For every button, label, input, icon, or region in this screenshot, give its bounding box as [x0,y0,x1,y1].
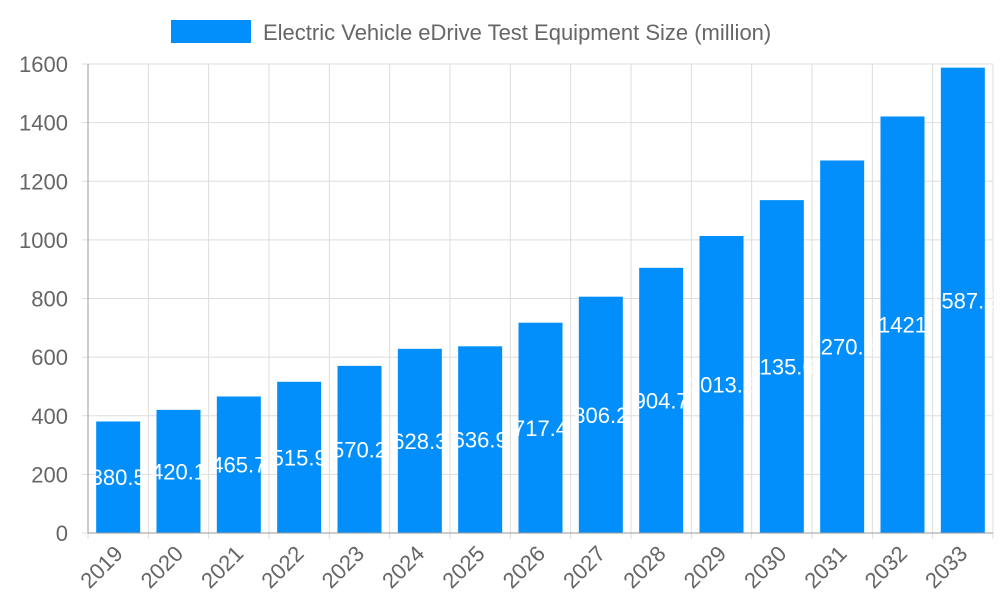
bar[interactable] [397,348,442,533]
data-label: 904.7 [634,388,689,413]
data-label: 570.2 [332,437,387,462]
bar[interactable] [156,409,201,533]
data-label: 380.5 [91,465,146,490]
x-tick-label: 2032 [860,541,912,593]
x-tick-label: 2026 [498,541,550,593]
y-tick-label: 1400 [19,111,68,136]
x-tick-label: 2025 [437,541,489,593]
data-label: 1587.5 [929,288,996,313]
y-tick-label: 800 [31,287,68,312]
bar[interactable] [96,421,141,533]
bar[interactable] [880,116,925,534]
data-label: 806.2 [573,403,628,428]
x-tick-label: 2033 [920,541,972,593]
data-label: 717.4 [513,416,568,441]
data-label: 420.1 [151,459,206,484]
x-tick-label: 2029 [679,541,731,593]
x-tick-label: 2027 [558,541,610,593]
bar[interactable] [940,67,985,533]
bar[interactable] [216,396,261,533]
legend-swatch[interactable] [171,20,251,43]
x-tick-label: 2031 [799,541,851,593]
x-tick-label: 2024 [377,541,429,593]
x-tick-label: 2019 [75,541,127,593]
x-tick-label: 2022 [256,541,308,593]
bar[interactable] [458,346,503,533]
bar[interactable] [337,365,382,533]
x-tick-label: 2028 [618,541,670,593]
y-tick-label: 1000 [19,228,68,253]
data-label: 636.9 [453,428,508,453]
data-label: 1135.6 [749,355,815,380]
data-label: 515.9 [272,445,327,470]
bar[interactable] [277,381,322,533]
y-tick-label: 0 [56,521,68,546]
legend-label[interactable]: Electric Vehicle eDrive Test Equipment S… [263,20,771,45]
data-label: 628.3 [392,429,447,454]
bar[interactable] [699,236,744,534]
data-label: 465.7 [211,453,266,478]
y-tick-label: 200 [31,462,68,487]
x-tick-label: 2023 [317,541,369,593]
x-tick-label: 2021 [196,541,248,593]
data-label: 1421 [878,313,927,338]
bar[interactable] [518,322,563,533]
data-label: 1013.2 [688,373,755,398]
y-tick-label: 1600 [19,52,68,77]
y-tick-label: 1200 [19,169,68,194]
x-tick-label: 2020 [136,541,188,593]
bar[interactable] [578,296,623,533]
y-tick-label: 600 [31,345,68,370]
bar[interactable] [759,200,804,533]
bar[interactable] [639,267,684,533]
bar[interactable] [820,160,865,533]
data-label: 1270.8 [809,335,876,360]
x-tick-label: 2030 [739,541,791,593]
y-tick-label: 400 [31,404,68,429]
